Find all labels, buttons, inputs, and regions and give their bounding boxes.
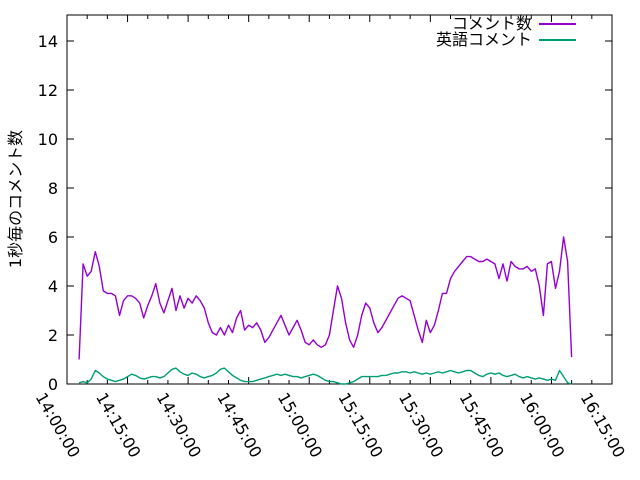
x-tick-label: 14:45:00 xyxy=(213,389,265,461)
x-tick-label: 15:15:00 xyxy=(334,389,386,461)
legend-line-sample-comments xyxy=(539,23,576,25)
legend: コメント数 英語コメント xyxy=(436,16,576,48)
legend-label-comments: コメント数 xyxy=(451,14,532,33)
x-tick-label: 14:15:00 xyxy=(92,389,144,461)
y-tick-label: 10 xyxy=(38,130,58,149)
y-tick-label: 6 xyxy=(48,228,58,247)
legend-line-sample-english-comments xyxy=(539,39,576,41)
x-tick-label: 15:45:00 xyxy=(455,389,507,461)
x-tick-label: 14:30:00 xyxy=(153,389,205,461)
legend-item-english-comments: 英語コメント xyxy=(436,32,576,48)
series-line-0 xyxy=(78,236,573,360)
x-tick-label: 16:00:00 xyxy=(516,389,568,461)
x-tick-label: 15:30:00 xyxy=(395,389,447,461)
y-axis-title: 1秒毎のコメント数 xyxy=(6,129,25,269)
y-tick-label: 14 xyxy=(38,32,58,51)
y-tick-label: 4 xyxy=(48,277,58,296)
series-line-1 xyxy=(78,367,572,385)
legend-item-comments: コメント数 xyxy=(436,16,576,32)
y-tick-label: 8 xyxy=(48,179,58,198)
y-tick-label: 0 xyxy=(48,375,58,394)
y-tick-label: 2 xyxy=(48,326,58,345)
x-tick-label: 16:15:00 xyxy=(577,389,629,461)
x-tick-label: 14:00:00 xyxy=(32,389,84,461)
legend-label-english-comments: 英語コメント xyxy=(435,30,532,49)
x-tick-label: 15:00:00 xyxy=(274,389,326,461)
plot-border xyxy=(66,14,613,385)
y-tick-label: 12 xyxy=(38,81,58,100)
